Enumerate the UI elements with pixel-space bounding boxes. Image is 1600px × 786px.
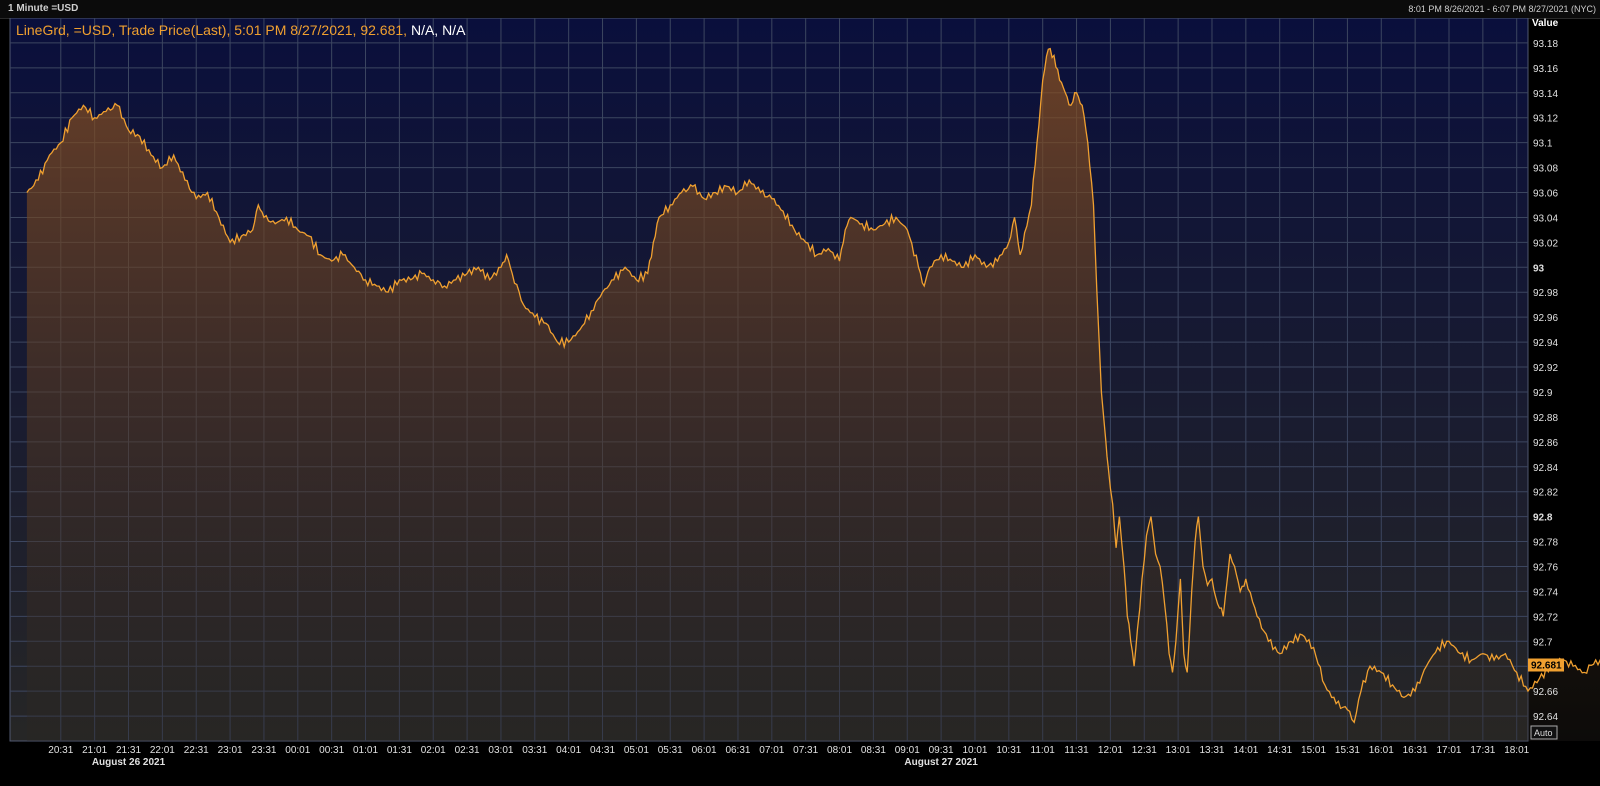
x-tick-label: 14:31 [1267, 745, 1292, 756]
y-tick-label: 92.8 [1533, 513, 1553, 524]
x-tick-label: 18:01 [1504, 745, 1529, 756]
y-tick-label: 92.86 [1533, 438, 1558, 449]
y-tick-label: 93.02 [1533, 238, 1558, 249]
y-tick-label: 93.12 [1533, 114, 1558, 125]
x-tick-label: 14:01 [1233, 745, 1258, 756]
y-tick-label: 92.94 [1533, 338, 1558, 349]
y-tick-label: 93.1 [1533, 139, 1553, 150]
y-tick-label: 92.66 [1533, 687, 1558, 698]
y-tick-label: 92.82 [1533, 488, 1558, 499]
y-tick-label: 93 [1533, 263, 1545, 274]
x-tick-label: 13:01 [1166, 745, 1191, 756]
x-tick-label: 11:01 [1031, 745, 1056, 756]
x-tick-label: 23:31 [251, 745, 276, 756]
y-tick-label: 93.18 [1533, 39, 1558, 50]
x-tick-label: 21:01 [82, 745, 107, 756]
x-tick-label: 04:31 [590, 745, 615, 756]
x-tick-label: 04:01 [556, 745, 581, 756]
date-range-label: 8:01 PM 8/26/2021 - 6:07 PM 8/27/2021 (N… [1408, 4, 1596, 14]
x-tick-label: 07:01 [759, 745, 784, 756]
y-tick-label: 92.9 [1533, 388, 1553, 399]
y-tick-label: 92.72 [1533, 612, 1558, 623]
x-tick-label: 00:01 [285, 745, 310, 756]
x-tick-label: 05:01 [624, 745, 649, 756]
x-tick-label: 06:01 [692, 745, 717, 756]
x-tick-label: 17:31 [1470, 745, 1495, 756]
price-line [26, 47, 1600, 724]
chart-title-bar: 1 Minute =USD 8:01 PM 8/26/2021 - 6:07 P… [0, 0, 1600, 19]
x-tick-label: 08:31 [861, 745, 886, 756]
x-tick-label: 22:01 [150, 745, 175, 756]
y-axis: 92.6492.6692.6892.792.7292.7492.7692.789… [1533, 39, 1558, 723]
y-tick-label: 92.98 [1533, 288, 1558, 299]
last-price-marker: 92.681 [1528, 658, 1564, 672]
x-tick-label: 03:31 [522, 745, 547, 756]
price-chart[interactable]: 92.6492.6692.6892.792.7292.7492.7692.789… [0, 17, 1600, 781]
x-tick-label: 09:01 [895, 745, 920, 756]
y-tick-label: 92.74 [1533, 587, 1558, 598]
x-tick-label: 16:31 [1403, 745, 1428, 756]
y-tick-label: 92.88 [1533, 413, 1558, 424]
svg-text:Auto[interactable]: Auto [1534, 728, 1553, 738]
x-tick-label: 13:31 [1199, 745, 1224, 756]
x-tick-label: 09:31 [929, 745, 954, 756]
y-tick-label: 92.96 [1533, 313, 1558, 324]
legend-text: LineGrd, =USD, Trade Price(Last), 5:01 P… [16, 22, 408, 38]
x-tick-label: 16:01 [1369, 745, 1394, 756]
x-tick-label: 02:01 [421, 745, 446, 756]
auto-scale-button[interactable]: Auto [1530, 725, 1558, 740]
y-tick-label: 93.08 [1533, 164, 1558, 175]
x-tick-label: 02:31 [455, 745, 480, 756]
interval-label: 1 Minute =USD [8, 3, 79, 14]
y-tick-label: 92.64 [1533, 712, 1558, 723]
x-tick-label: 20:31 [48, 745, 73, 756]
svg-text:92.681: 92.681 [1531, 661, 1562, 672]
x-tick-label: 10:01 [962, 745, 987, 756]
y-tick-label: 92.78 [1533, 538, 1558, 549]
date-label: August 27 2021 [904, 757, 978, 768]
chart-area[interactable]: 92.6492.6692.6892.792.7292.7492.7692.789… [0, 17, 1600, 781]
x-tick-label: 07:31 [793, 745, 818, 756]
x-tick-label: 21:31 [116, 745, 141, 756]
x-axis: 20:31 21:01 21:31 22:01 22:31 23:01 23:31 00:01… [48, 745, 1529, 768]
x-tick-label: 03:01 [488, 745, 513, 756]
y-tick-label: 92.92 [1533, 363, 1558, 374]
x-tick-label: 08:01 [827, 745, 852, 756]
series-legend: LineGrd, =USD, Trade Price(Last), 5:01 P… [16, 22, 465, 38]
x-tick-label: 15:01 [1301, 745, 1326, 756]
y-tick-label: 92.76 [1533, 562, 1558, 573]
x-tick-label: 00:31 [319, 745, 344, 756]
x-tick-label: 11:31 [1064, 745, 1089, 756]
x-tick-label: 06:31 [725, 745, 750, 756]
y-tick-label: 93.04 [1533, 213, 1558, 224]
x-tick-label: 01:01 [353, 745, 378, 756]
x-tick-label: 12:31 [1132, 745, 1157, 756]
value-axis-label: Value [1532, 18, 1559, 29]
y-tick-label: 93.16 [1533, 64, 1558, 75]
y-tick-label: 93.14 [1533, 89, 1558, 100]
x-tick-label: 22:31 [184, 745, 209, 756]
y-tick-label: 92.7 [1533, 637, 1553, 648]
price-area-fill [26, 48, 1600, 741]
y-tick-label: 93.06 [1533, 189, 1558, 200]
x-tick-label: 17:01 [1436, 745, 1461, 756]
legend-na: N/A, N/A [410, 22, 466, 38]
x-tick-label: 01:31 [387, 745, 412, 756]
x-tick-label: 10:31 [996, 745, 1021, 756]
x-tick-label: 23:01 [218, 745, 243, 756]
x-tick-label: 05:31 [658, 745, 683, 756]
x-tick-label: 12:01 [1098, 745, 1123, 756]
y-tick-label: 92.84 [1533, 463, 1558, 474]
date-label: August 26 2021 [92, 757, 166, 768]
x-tick-label: 15:31 [1335, 745, 1360, 756]
